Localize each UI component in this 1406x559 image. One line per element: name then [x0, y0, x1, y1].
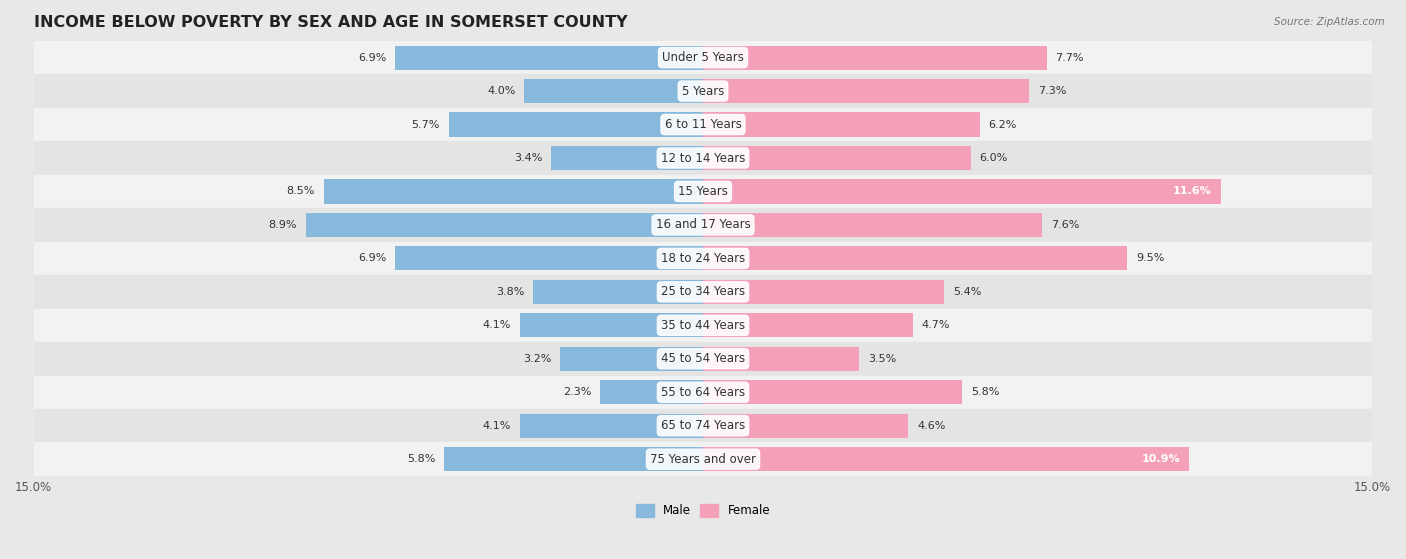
- Bar: [34, 241, 1372, 275]
- Text: 3.2%: 3.2%: [523, 354, 551, 364]
- Text: 5.7%: 5.7%: [412, 120, 440, 130]
- Bar: [34, 208, 1372, 241]
- Bar: [34, 41, 1372, 74]
- Bar: [560, 347, 703, 371]
- Bar: [34, 175, 1372, 208]
- Bar: [703, 79, 1029, 103]
- Text: 9.5%: 9.5%: [1136, 253, 1164, 263]
- Bar: [551, 146, 703, 170]
- Text: 5 Years: 5 Years: [682, 84, 724, 98]
- Text: 25 to 34 Years: 25 to 34 Years: [661, 285, 745, 299]
- Text: INCOME BELOW POVERTY BY SEX AND AGE IN SOMERSET COUNTY: INCOME BELOW POVERTY BY SEX AND AGE IN S…: [34, 15, 627, 30]
- Text: 6.2%: 6.2%: [988, 120, 1017, 130]
- Text: 5.4%: 5.4%: [953, 287, 981, 297]
- Text: 11.6%: 11.6%: [1173, 187, 1212, 196]
- Text: 75 Years and over: 75 Years and over: [650, 453, 756, 466]
- Bar: [520, 414, 703, 438]
- Bar: [703, 247, 1128, 271]
- Text: 3.4%: 3.4%: [515, 153, 543, 163]
- Text: 4.6%: 4.6%: [917, 421, 946, 430]
- Text: 2.3%: 2.3%: [562, 387, 592, 397]
- Bar: [520, 313, 703, 338]
- Bar: [34, 275, 1372, 309]
- Text: 3.5%: 3.5%: [868, 354, 897, 364]
- Text: 7.6%: 7.6%: [1052, 220, 1080, 230]
- Bar: [34, 442, 1372, 476]
- Text: 7.3%: 7.3%: [1038, 86, 1066, 96]
- Text: 12 to 14 Years: 12 to 14 Years: [661, 151, 745, 164]
- Text: 3.8%: 3.8%: [496, 287, 524, 297]
- Bar: [34, 376, 1372, 409]
- Bar: [449, 112, 703, 136]
- Text: 10.9%: 10.9%: [1142, 454, 1181, 464]
- Bar: [703, 280, 943, 304]
- Bar: [34, 74, 1372, 108]
- Text: 4.1%: 4.1%: [482, 421, 512, 430]
- Text: 5.8%: 5.8%: [970, 387, 1000, 397]
- Text: 8.5%: 8.5%: [287, 187, 315, 196]
- Legend: Male, Female: Male, Female: [631, 500, 775, 522]
- Text: 45 to 54 Years: 45 to 54 Years: [661, 352, 745, 365]
- Bar: [703, 447, 1189, 471]
- Bar: [533, 280, 703, 304]
- Bar: [703, 347, 859, 371]
- Bar: [703, 179, 1220, 203]
- Bar: [34, 141, 1372, 175]
- Text: 7.7%: 7.7%: [1056, 53, 1084, 63]
- Bar: [524, 79, 703, 103]
- Bar: [34, 409, 1372, 442]
- Bar: [703, 380, 962, 404]
- Text: 16 and 17 Years: 16 and 17 Years: [655, 219, 751, 231]
- Text: 5.8%: 5.8%: [406, 454, 436, 464]
- Text: 35 to 44 Years: 35 to 44 Years: [661, 319, 745, 332]
- Bar: [703, 146, 970, 170]
- Bar: [444, 447, 703, 471]
- Text: Under 5 Years: Under 5 Years: [662, 51, 744, 64]
- Text: 4.7%: 4.7%: [922, 320, 950, 330]
- Bar: [703, 112, 980, 136]
- Text: 8.9%: 8.9%: [269, 220, 297, 230]
- Bar: [323, 179, 703, 203]
- Text: 6 to 11 Years: 6 to 11 Years: [665, 118, 741, 131]
- Text: 4.0%: 4.0%: [488, 86, 516, 96]
- Bar: [305, 213, 703, 237]
- Text: Source: ZipAtlas.com: Source: ZipAtlas.com: [1274, 17, 1385, 27]
- Bar: [34, 342, 1372, 376]
- Bar: [395, 247, 703, 271]
- Text: 65 to 74 Years: 65 to 74 Years: [661, 419, 745, 432]
- Text: 18 to 24 Years: 18 to 24 Years: [661, 252, 745, 265]
- Bar: [395, 46, 703, 70]
- Text: 6.9%: 6.9%: [357, 253, 387, 263]
- Bar: [600, 380, 703, 404]
- Bar: [703, 213, 1042, 237]
- Text: 15 Years: 15 Years: [678, 185, 728, 198]
- Text: 6.9%: 6.9%: [357, 53, 387, 63]
- Bar: [703, 414, 908, 438]
- Bar: [34, 108, 1372, 141]
- Text: 6.0%: 6.0%: [980, 153, 1008, 163]
- Text: 55 to 64 Years: 55 to 64 Years: [661, 386, 745, 399]
- Bar: [34, 309, 1372, 342]
- Bar: [703, 46, 1046, 70]
- Bar: [703, 313, 912, 338]
- Text: 4.1%: 4.1%: [482, 320, 512, 330]
